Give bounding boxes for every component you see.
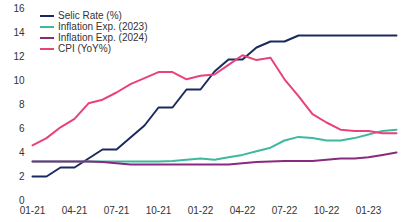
svg-text:10: 10 xyxy=(13,75,25,86)
html-text:Inflation Exp. (2023): Inflation Exp. (2023) xyxy=(58,21,148,32)
svg-text:07-21: 07-21 xyxy=(104,205,130,216)
svg-text:01-23: 01-23 xyxy=(356,205,382,216)
svg-text:2: 2 xyxy=(19,171,25,182)
svg-text:0: 0 xyxy=(19,195,25,206)
svg-text:14: 14 xyxy=(13,27,25,38)
svg-text:6: 6 xyxy=(19,123,25,134)
svg-text:04-21: 04-21 xyxy=(62,205,88,216)
svg-text:8: 8 xyxy=(19,99,25,110)
svg-text:04-22: 04-22 xyxy=(230,205,256,216)
html-text:Inflation Exp. (2024): Inflation Exp. (2024) xyxy=(58,32,148,43)
html-text:CPI (YoY%): CPI (YoY%) xyxy=(58,43,111,54)
svg-text:16: 16 xyxy=(13,3,25,14)
svg-text:01-21: 01-21 xyxy=(20,205,46,216)
svg-text:10-22: 10-22 xyxy=(314,205,340,216)
html-text:Selic Rate (%): Selic Rate (%) xyxy=(58,10,122,21)
svg-text:12: 12 xyxy=(13,51,25,62)
svg-text:01-22: 01-22 xyxy=(188,205,214,216)
svg-text:4: 4 xyxy=(19,147,25,158)
svg-text:07-22: 07-22 xyxy=(272,205,298,216)
svg-text:10-21: 10-21 xyxy=(146,205,172,216)
